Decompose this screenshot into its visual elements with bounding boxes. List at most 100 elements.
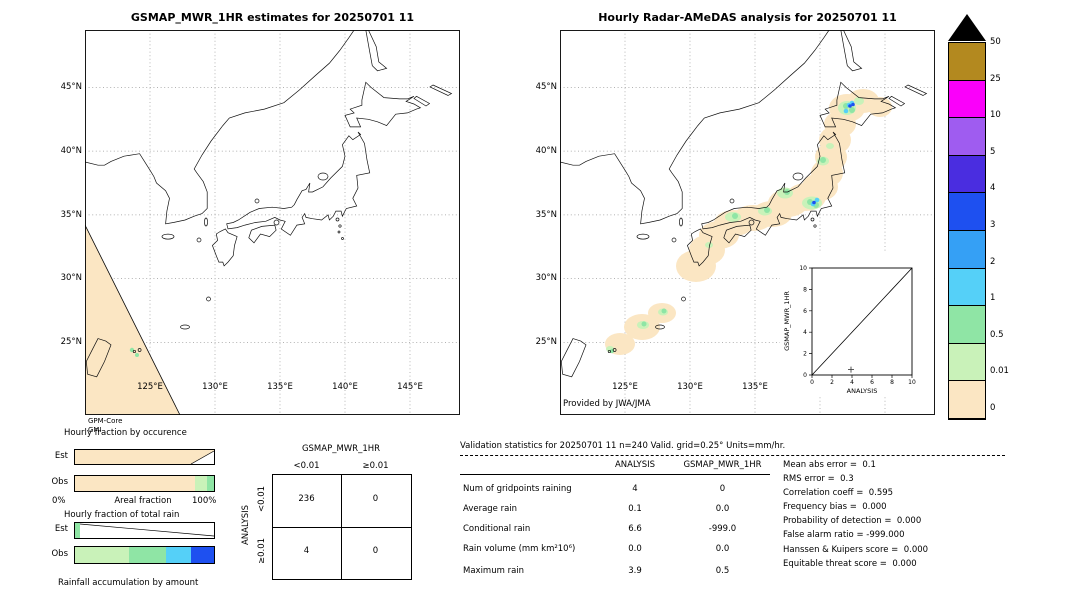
analysis-axis-label: ANALYSIS	[241, 504, 251, 546]
side-stat: RMS error = 0.3	[783, 474, 854, 484]
lat-label: 40°N	[535, 146, 557, 156]
inset-point-marker	[848, 366, 854, 373]
lon-label: 125°E	[137, 382, 163, 392]
colorbar-label: 0	[990, 403, 996, 413]
svg-text:10: 10	[799, 265, 807, 272]
lat-label: 45°N	[60, 82, 82, 92]
contingency-cell: 236	[298, 494, 315, 504]
stats-header-gsmap: GSMAP_MWR_1HR	[683, 460, 762, 470]
stats-row-label: Average rain	[463, 504, 518, 514]
side-stat: Probability of detection = 0.000	[783, 516, 922, 526]
lat-label: 45°N	[535, 82, 557, 92]
colorbar-overflow-triangle-icon	[948, 14, 986, 41]
inset-scatter: 0 2 4 6 8 10 0 2 4 6 8 10 GSMAP_MWR_1HR …	[780, 253, 933, 396]
lon-label: 145°E	[397, 382, 423, 392]
coastlines	[560, 30, 928, 378]
stats-value: 0.0	[715, 504, 730, 514]
lat-label: 25°N	[535, 337, 557, 347]
credit-label: Provided by JWA/JMA	[563, 399, 651, 409]
lat-label: 30°N	[535, 273, 557, 283]
inset-diagonal	[811, 267, 913, 376]
contingency-col-header: <0.01	[293, 461, 320, 471]
total-rain-est-bar	[74, 522, 215, 539]
svg-text:4: 4	[803, 329, 807, 336]
colorbar-segment	[949, 230, 985, 269]
contingency-table	[272, 474, 412, 580]
svg-text:0: 0	[810, 379, 814, 386]
colorbar-label: 50	[990, 37, 1001, 47]
coast-taiwan	[85, 338, 112, 378]
colorbar-segment	[949, 118, 985, 156]
inset-ticks	[809, 267, 913, 378]
lon-label: 125°E	[612, 382, 638, 392]
stats-value: 0.5	[715, 566, 730, 576]
coast-honshu	[226, 131, 371, 236]
stats-row-label: Maximum rain	[463, 566, 525, 576]
stats-value: 0.0	[715, 544, 730, 554]
side-stat: False alarm ratio = -999.000	[783, 530, 905, 540]
est-label: Est	[54, 451, 68, 461]
stats-row-label: Num of gridpoints raining	[463, 484, 572, 494]
stats-divider	[460, 455, 1005, 456]
stats-row-label: Conditional rain	[463, 524, 531, 534]
lon-label: 135°E	[742, 382, 768, 392]
left-map	[85, 30, 460, 415]
left-map-frame	[85, 30, 460, 415]
precip-field-trace	[605, 89, 892, 355]
colorbar-label: 0.5	[990, 330, 1004, 340]
stats-value: 0	[719, 484, 726, 494]
coast-kyushu	[211, 228, 238, 267]
inset-xlabel: ANALYSIS	[847, 387, 878, 395]
accumulation-label: Rainfall accumulation by amount	[58, 578, 199, 588]
stats-header-analysis: ANALYSIS	[614, 460, 656, 470]
svg-text:2: 2	[830, 379, 834, 386]
inset-ylabel: GSMAP_MWR_1HR	[783, 291, 791, 351]
est-label: Est	[54, 524, 68, 534]
coast-hokkaido	[344, 81, 422, 128]
svg-text:6: 6	[803, 308, 807, 315]
contingency-cell: 4	[303, 546, 310, 556]
pct0-label: 0%	[52, 496, 66, 506]
left-map-gridlines	[85, 30, 460, 415]
lon-label: 130°E	[677, 382, 703, 392]
svg-text:0: 0	[803, 372, 807, 379]
svg-text:2: 2	[803, 351, 807, 358]
contingency-cell: 0	[372, 494, 379, 504]
colorbar-label: 25	[990, 74, 1001, 84]
coastlines	[85, 30, 453, 378]
stats-value: 4	[632, 484, 638, 494]
stats-value: 0.0	[628, 544, 642, 554]
stats-value: -999.0	[708, 524, 737, 534]
lat-label: 40°N	[60, 146, 82, 156]
stats-value: 6.6	[628, 524, 642, 534]
lat-label: 35°N	[60, 210, 82, 220]
colorbar-segment	[949, 268, 985, 307]
side-stat: Mean abs error = 0.1	[783, 460, 876, 470]
colorbar-segment	[949, 43, 985, 81]
coast-continent	[85, 30, 355, 225]
svg-text:8: 8	[803, 286, 807, 293]
sensor-label-gpm-core: GPM-Core	[88, 417, 123, 425]
colorbar-segment	[949, 381, 985, 419]
svg-text:8: 8	[890, 379, 894, 386]
right-map-frame	[560, 30, 935, 415]
colorbar-segment	[949, 343, 985, 382]
stats-value: 0.1	[628, 504, 642, 514]
colorbar-label: 3	[990, 220, 996, 230]
svg-text:6: 6	[870, 379, 874, 386]
side-stat: Frequency bias = 0.000	[783, 502, 887, 512]
coast-kurils	[413, 84, 453, 107]
lon-label: 140°E	[332, 382, 358, 392]
contingency-col-header: ≥0.01	[362, 461, 389, 471]
colorbar-segment	[949, 306, 985, 344]
lat-label: 35°N	[535, 210, 557, 220]
areal-fraction-label: Areal fraction	[114, 496, 172, 506]
stats-value: 3.9	[628, 566, 642, 576]
colorbar-label: 0.01	[990, 366, 1009, 376]
svg-text:10: 10	[908, 379, 916, 386]
lon-label: 130°E	[202, 382, 228, 392]
side-stat: Hanssen & Kuipers score = 0.000	[783, 545, 929, 555]
colorbar-label: 5	[990, 147, 996, 157]
lon-label: 135°E	[267, 382, 293, 392]
stats-header-underline	[460, 474, 770, 475]
